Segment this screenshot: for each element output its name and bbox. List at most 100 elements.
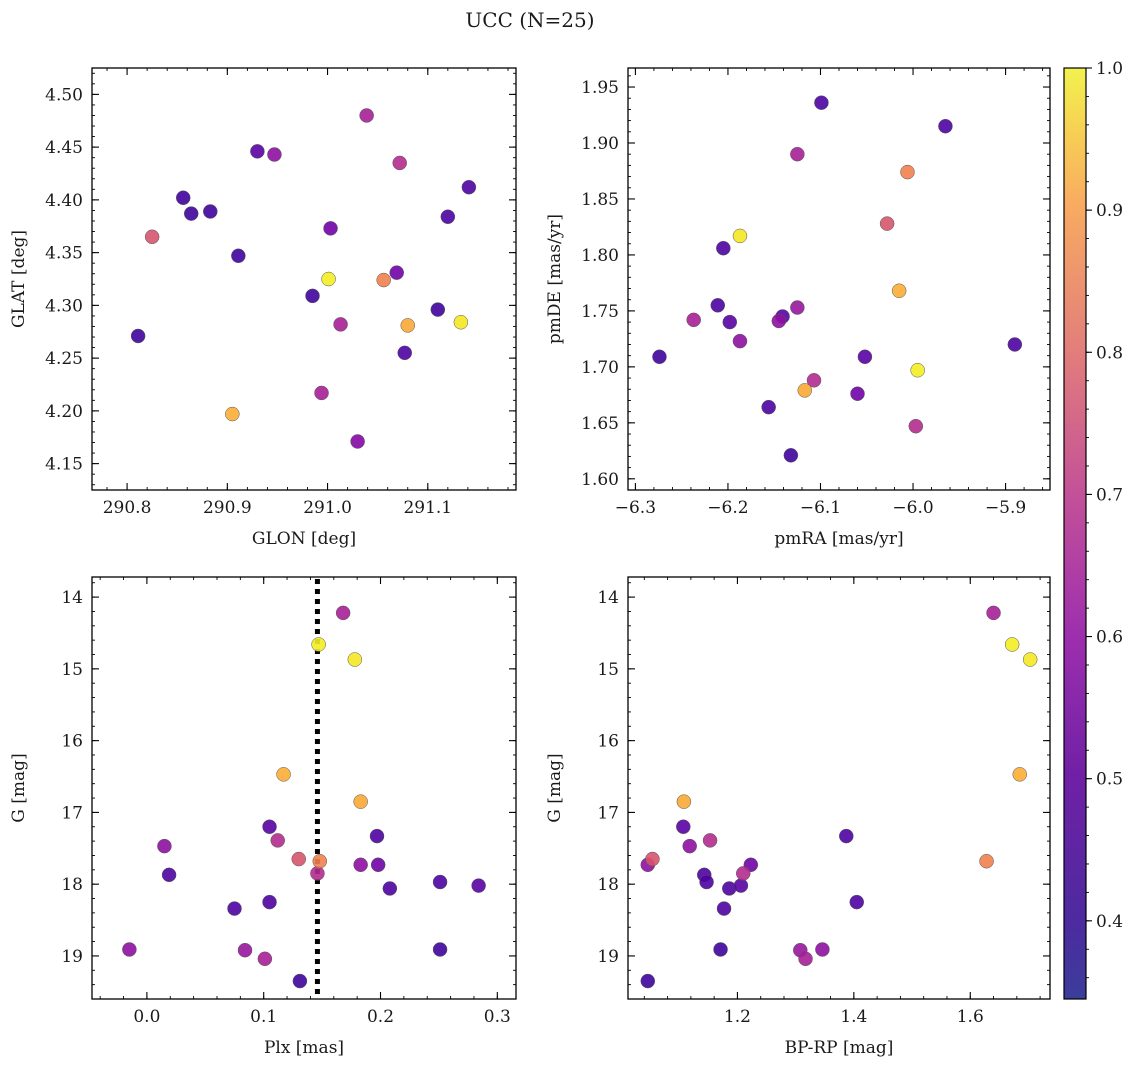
scatter-point (732, 228, 748, 244)
scatter-point (430, 302, 446, 317)
scatter-point (453, 315, 469, 330)
y-tick-label: 14 (597, 588, 619, 608)
scatter-point (262, 894, 277, 910)
y-tick-label: 18 (61, 875, 83, 895)
y-tick-label: 4.50 (45, 85, 83, 105)
panel-plx-g: 0.0 0.1 0.2 0.3 14 15 16 17 18 19 Plx [mas] G [mag] (9, 576, 517, 1058)
scatter-point (797, 383, 813, 398)
x-axis-label: BP-RP [mag] (785, 1038, 894, 1058)
colorbar-tick-label: 0.9 (1096, 201, 1123, 221)
scatter-point (432, 874, 448, 890)
y-axis-label: G [mag] (545, 753, 565, 822)
scatter-point (850, 386, 865, 401)
y-tick-label: 1.90 (581, 134, 619, 154)
scatter-point (370, 857, 386, 873)
scatter-point (676, 819, 691, 835)
colorbar-tick-label: 1.0 (1096, 59, 1123, 79)
scatter-point (645, 851, 660, 867)
scatter-point (716, 901, 732, 916)
y-tick-label: 18 (597, 875, 619, 895)
scatter-point (237, 942, 253, 958)
y-tick-label: 1.75 (581, 302, 619, 322)
scatter-point (400, 318, 415, 333)
y-tick-label: 4.45 (45, 138, 83, 158)
colorbar-tick-label: 0.8 (1096, 343, 1123, 363)
y-tick-label: 1.70 (581, 358, 619, 378)
y-tick-label: 19 (597, 947, 619, 967)
scatter-point (225, 406, 240, 422)
scatter-point (699, 874, 714, 890)
scatter-point (161, 867, 177, 883)
scatter-point (440, 209, 456, 225)
scatter-point (710, 298, 726, 313)
scatter-point (250, 144, 265, 159)
scatter-point (891, 283, 907, 299)
scatter-point (347, 652, 363, 667)
y-tick-label: 1.85 (581, 190, 619, 210)
scatter-point (783, 448, 799, 463)
scatter-point (732, 333, 748, 349)
y-tick-label: 19 (61, 947, 83, 967)
scatter-point (333, 317, 348, 332)
y-tick-label: 1.65 (581, 414, 619, 434)
scatter-point (900, 164, 915, 180)
scatter-point (376, 272, 391, 288)
y-tick-label: 16 (597, 732, 619, 752)
x-tick-label: −6.0 (892, 498, 933, 518)
x-tick-label: 291.0 (303, 498, 352, 518)
x-tick-label: 291.1 (403, 498, 452, 518)
scatter-point (257, 951, 273, 967)
plot-frame (627, 67, 1051, 491)
scatter-point (183, 206, 199, 221)
scatter-point (157, 838, 172, 854)
scatter-point (839, 828, 854, 844)
y-axis-label: GLAT [deg] (9, 230, 29, 328)
scatter-point (716, 240, 731, 256)
scatter-point (761, 399, 776, 415)
scatter-point (389, 265, 404, 280)
scatter-point (267, 147, 282, 162)
scatter-point (353, 857, 368, 873)
plot-frame (627, 576, 1051, 1000)
scatter-point (461, 179, 477, 195)
y-axis-label: pmDE [mas/yr] (545, 214, 565, 344)
scatter-point (1007, 337, 1023, 352)
y-tick-label: 1.80 (581, 246, 619, 266)
scatter-point (382, 881, 398, 896)
scatter-point (353, 794, 368, 809)
scatter-point (815, 942, 830, 957)
y-tick-label: 15 (597, 660, 619, 680)
scatter-point (790, 300, 805, 315)
scatter-point (175, 190, 191, 206)
scatter-point (227, 901, 242, 916)
figure-title: UCC (N=25) (465, 8, 594, 32)
y-tick-label: 17 (61, 803, 83, 823)
scatter-point (310, 866, 325, 881)
colorbar-tick-label: 0.6 (1096, 628, 1123, 648)
scatter-point (314, 385, 329, 401)
scatter-point (335, 605, 351, 621)
x-tick-label: 1.6 (957, 1007, 984, 1027)
y-tick-label: 4.35 (45, 244, 83, 264)
x-axis-label: GLON [deg] (252, 529, 356, 549)
y-tick-label: 15 (61, 660, 83, 680)
scatter-point (686, 312, 701, 328)
y-tick-label: 4.25 (45, 349, 83, 369)
scatter-point (814, 95, 829, 110)
panel-bprp-g: 1.2 1.4 1.6 14 15 16 17 18 19 BP-RP [mag] G [mag] (545, 576, 1051, 1058)
scatter-point (292, 973, 308, 989)
scatter-point (392, 155, 407, 171)
scatter-point (321, 271, 336, 287)
x-tick-label: 0.0 (133, 1007, 160, 1027)
x-tick-label: 1.2 (724, 1007, 751, 1027)
x-tick-label: 0.1 (250, 1007, 277, 1027)
scatter-point (1012, 767, 1027, 782)
x-tick-label: 1.4 (840, 1007, 867, 1027)
x-tick-label: −5.9 (985, 498, 1026, 518)
scatter-point (713, 942, 728, 957)
x-tick-label: 0.2 (367, 1007, 394, 1027)
scatter-point (369, 828, 385, 844)
y-tick-label: 1.95 (581, 78, 619, 98)
scatter-point (471, 878, 486, 893)
